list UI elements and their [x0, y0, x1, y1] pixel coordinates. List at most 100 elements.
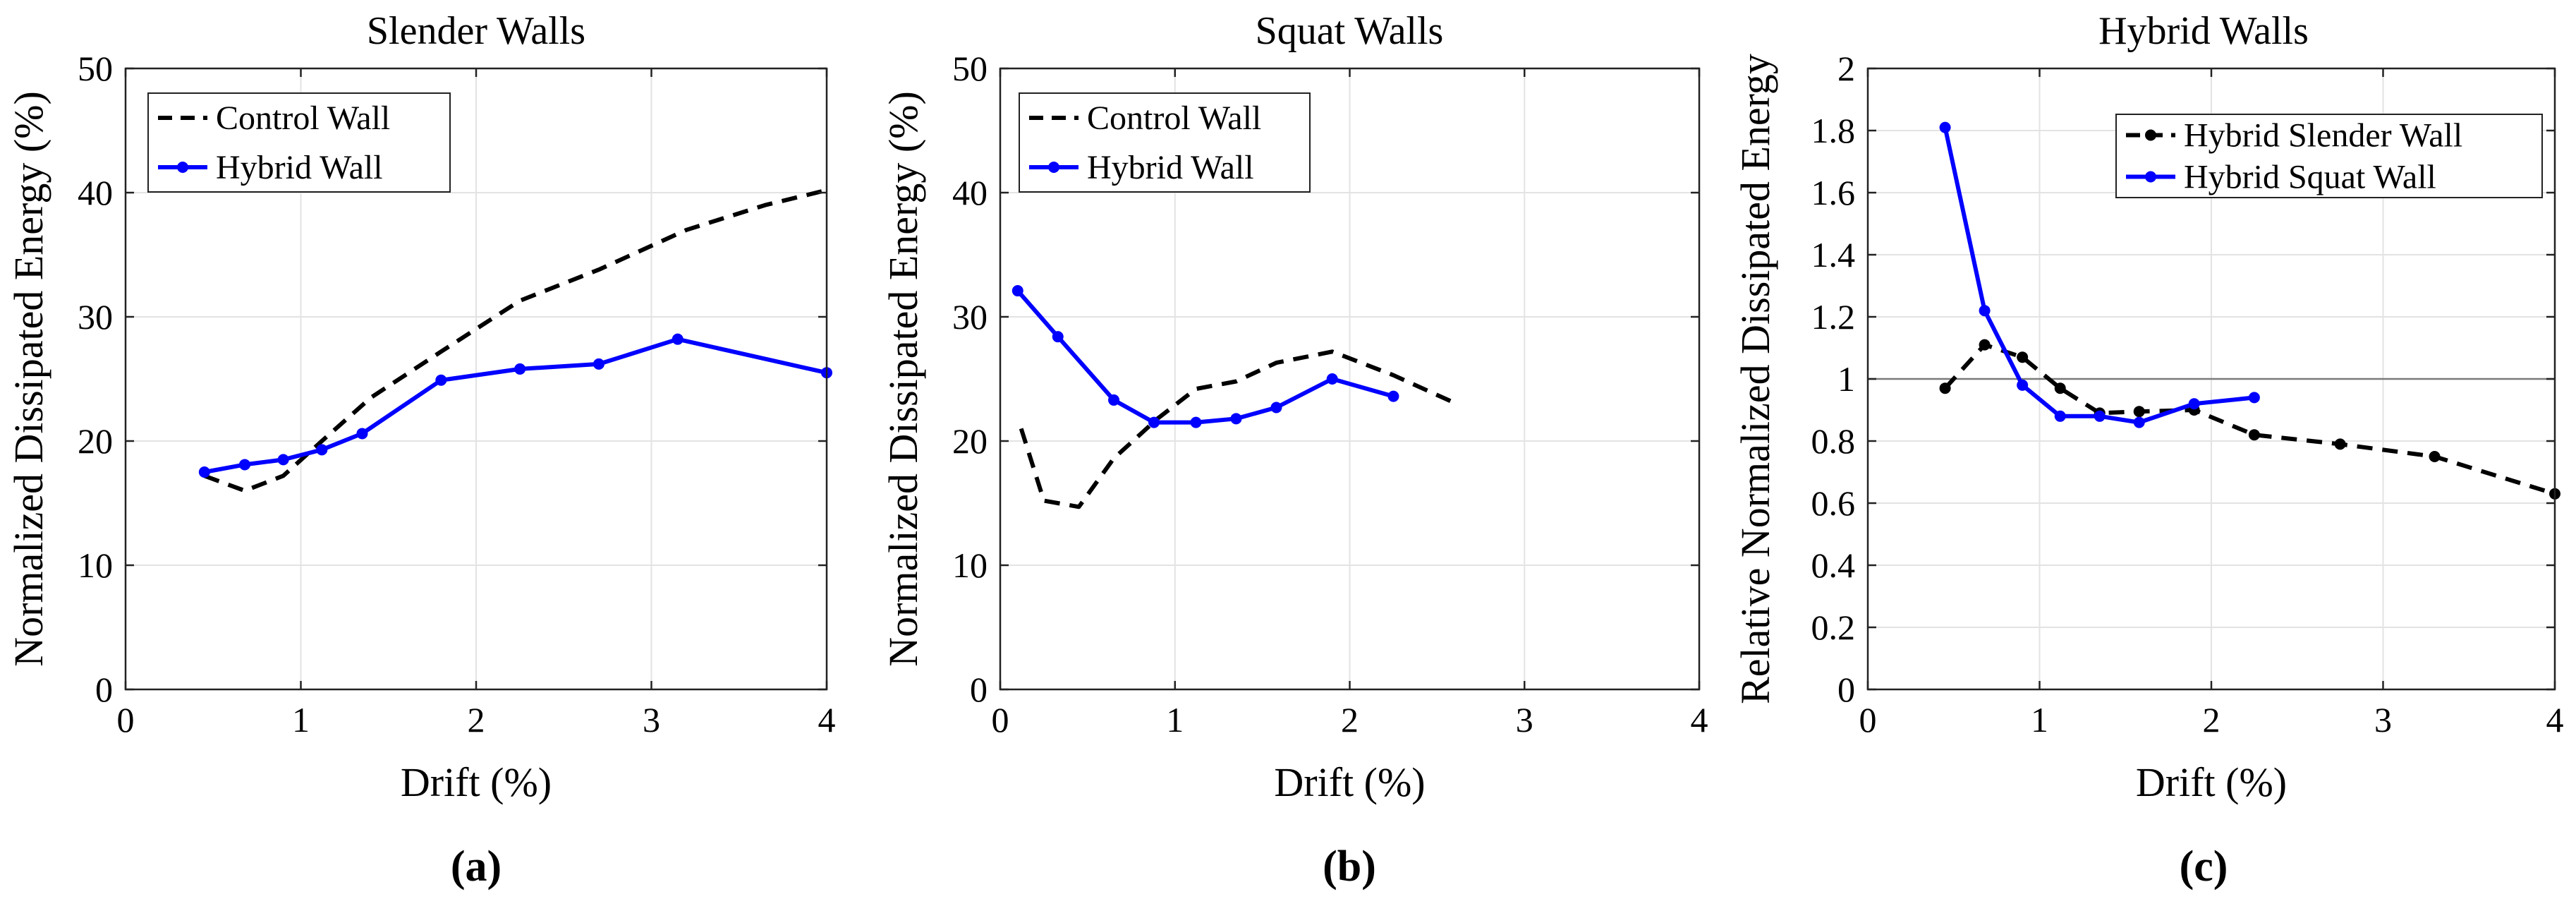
- panel-label: (a): [451, 843, 502, 891]
- data-point: [277, 454, 289, 466]
- y-tick-label: 20: [952, 421, 988, 461]
- legend-label: Hybrid Wall: [1087, 149, 1254, 186]
- x-axis-label: Drift (%): [1274, 759, 1425, 805]
- data-point: [672, 333, 684, 345]
- data-point: [1148, 416, 1160, 428]
- data-point: [1387, 390, 1399, 402]
- legend: Control Wall Hybrid Wall: [1019, 92, 1311, 193]
- data-point: [593, 358, 604, 370]
- data-point: [2017, 351, 2029, 363]
- data-point: [2094, 410, 2106, 422]
- data-point: [356, 428, 368, 440]
- data-point: [2429, 451, 2441, 462]
- y-tick-label: 0: [1837, 670, 1855, 709]
- y-tick-label: 0: [970, 670, 988, 709]
- legend-box: [147, 92, 451, 193]
- legend-box: [1019, 92, 1311, 193]
- data-point: [1108, 394, 1120, 406]
- legend-swatch-marker: [2145, 129, 2156, 141]
- legend-swatch-marker: [1048, 162, 1059, 173]
- data-point: [2133, 416, 2145, 428]
- data-point: [2054, 382, 2066, 394]
- legend-swatch-marker: [2145, 171, 2156, 183]
- legend-label: Hybrid Wall: [216, 149, 383, 186]
- x-tick-label: 0: [1859, 700, 1877, 740]
- x-axis-label: Drift (%): [2136, 759, 2287, 805]
- x-tick-label: 4: [1691, 700, 1708, 740]
- data-point: [514, 363, 526, 375]
- y-tick-label: 0.6: [1811, 483, 1856, 523]
- y-tick-label: 1.6: [1811, 173, 1856, 212]
- y-tick-label: 30: [78, 297, 113, 337]
- data-point: [1230, 413, 1242, 425]
- data-point: [1939, 121, 1951, 133]
- y-tick-label: 10: [952, 545, 988, 585]
- chart-panel-c: 0 1 2 3 4 0 0.2 0.4 0.6 0.8 1 1.2 1.4 1.6 1.8 2 Hybrid W…: [1732, 9, 2564, 891]
- legend-label: Control Wall: [216, 99, 390, 137]
- panel-label: (b): [1323, 843, 1376, 891]
- y-tick-label: 1.4: [1811, 235, 1856, 274]
- x-tick-label: 3: [643, 700, 660, 740]
- x-tick-label: 3: [2374, 700, 2392, 740]
- data-point: [1939, 382, 1951, 394]
- chart-title: Hybrid Walls: [2098, 9, 2309, 53]
- legend-label: Control Wall: [1087, 99, 1261, 137]
- series-line-2: [1943, 126, 2255, 425]
- y-tick-label: 40: [78, 173, 113, 212]
- x-tick-label: 0: [117, 700, 135, 740]
- chart-title: Slender Walls: [367, 9, 585, 53]
- y-tick-label: 0.4: [1811, 545, 1856, 585]
- data-point: [2248, 429, 2260, 441]
- y-tick-label: 30: [952, 297, 988, 337]
- data-point: [1190, 416, 1202, 428]
- y-tick-label: 10: [78, 545, 113, 585]
- y-tick-label: 0: [95, 670, 113, 709]
- y-tick-label: 2: [1837, 49, 1855, 88]
- legend-swatch-marker: [177, 162, 188, 173]
- chart-title: Squat Walls: [1256, 9, 1444, 53]
- data-point: [2334, 438, 2346, 450]
- panel-label: (c): [2180, 843, 2228, 891]
- y-axis-label: Normalized Dissipated Energy (%): [6, 91, 51, 667]
- legend: Hybrid Slender Wall Hybrid Squat Wall: [2115, 114, 2543, 198]
- y-tick-label: 50: [78, 49, 113, 88]
- data-point: [435, 374, 447, 386]
- series-line-1: [1019, 349, 1452, 509]
- y-tick-label: 20: [78, 421, 113, 461]
- data-point: [1052, 331, 1064, 343]
- x-tick-label: 2: [2203, 700, 2220, 740]
- y-tick-label: 1.2: [1811, 297, 1856, 337]
- x-tick-label: 2: [1341, 700, 1359, 740]
- data-point: [2248, 392, 2260, 404]
- x-tick-label: 2: [468, 700, 485, 740]
- legend-label: Hybrid Slender Wall: [2184, 117, 2462, 155]
- data-point: [316, 444, 328, 456]
- data-point: [1979, 339, 1991, 351]
- data-point: [198, 466, 210, 478]
- data-point: [2017, 379, 2029, 391]
- y-axis-label: Relative Normalized Dissipated Energy: [1732, 54, 1778, 704]
- x-tick-label: 0: [992, 700, 1009, 740]
- legend-label: Hybrid Squat Wall: [2184, 159, 2436, 196]
- data-point: [2054, 410, 2066, 422]
- data-point: [2188, 398, 2200, 410]
- data-point: [1326, 373, 1338, 385]
- y-axis-label: Normalized Dissipated Energy (%): [880, 91, 926, 667]
- y-tick-label: 0.8: [1811, 421, 1856, 461]
- y-tick-label: 0.2: [1811, 608, 1856, 647]
- data-point: [1270, 402, 1282, 414]
- y-tick-label: 1.8: [1811, 111, 1856, 150]
- series-line-2: [204, 337, 827, 474]
- y-tick-label: 50: [952, 49, 988, 88]
- x-tick-label: 1: [2031, 700, 2048, 740]
- data-point: [1011, 285, 1023, 297]
- x-tick-label: 4: [818, 700, 836, 740]
- y-tick-label: 1: [1837, 359, 1855, 399]
- x-axis-label: Drift (%): [401, 759, 552, 805]
- legend: Control Wall Hybrid Wall: [147, 92, 451, 193]
- x-tick-label: 4: [2546, 700, 2564, 740]
- data-point: [1979, 305, 1991, 317]
